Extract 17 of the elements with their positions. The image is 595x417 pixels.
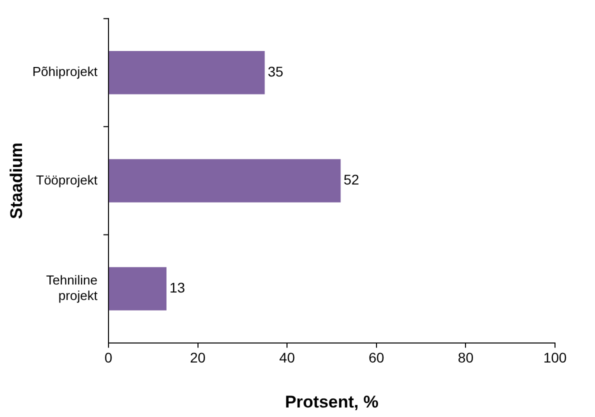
data-label: 13 [169, 280, 186, 296]
x-axis-title: Protsent, % [284, 392, 378, 412]
y-axis-title: Staadium [6, 142, 26, 219]
data-label: 52 [344, 172, 360, 188]
x-tick-label: 80 [458, 350, 474, 366]
y-tick-label: Tehniline projekt [46, 272, 98, 304]
bar [108, 159, 341, 202]
x-tick-label: 20 [190, 350, 206, 366]
data-label: 35 [268, 63, 284, 80]
x-tick-label: 100 [543, 350, 567, 366]
x-tick-label: 40 [279, 350, 296, 366]
x-tick-label: 0 [104, 350, 113, 366]
bar [108, 51, 265, 94]
y-tick-label: Põhiprojekt [32, 64, 98, 80]
bar [108, 267, 166, 310]
y-tick-label: Tööprojekt [36, 172, 98, 188]
x-tick-label: 60 [368, 350, 384, 366]
